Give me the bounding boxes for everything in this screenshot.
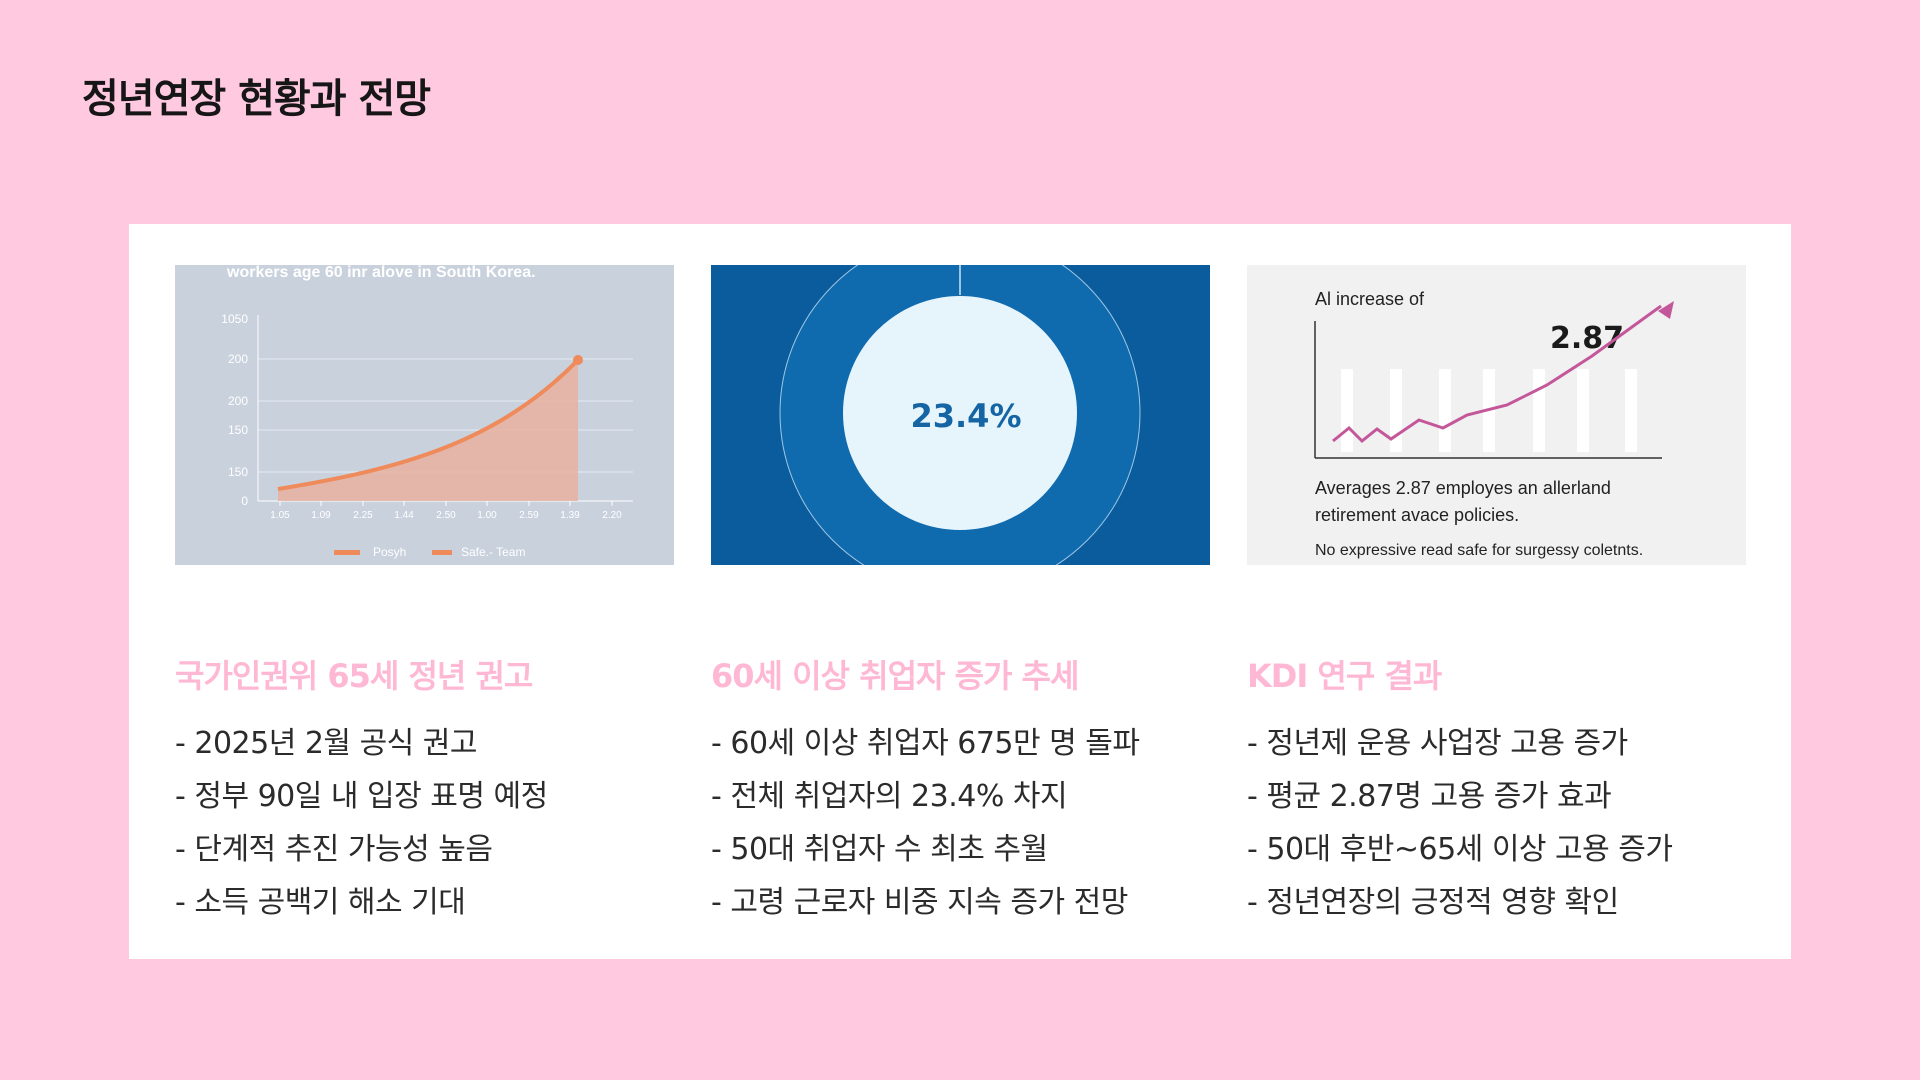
bullet-item: - 정년제 운용 사업장 고용 증가 bbox=[1247, 726, 1628, 761]
y-tick: 150 bbox=[228, 423, 248, 437]
bullet-item: - 단계적 추진 가능성 높음 bbox=[175, 832, 493, 867]
donut-center bbox=[843, 296, 1077, 530]
chart-footnote: No expressive read safe for surgessy col… bbox=[1315, 542, 1643, 559]
bullet-item: - 50대 취업자 수 최초 추월 bbox=[711, 832, 1048, 867]
bullet-item: - 60세 이상 취업자 675만 명 돌파 bbox=[711, 726, 1140, 761]
chart-value: 2.87 bbox=[1550, 321, 1624, 356]
bullet-item: - 50대 후반~65세 이상 고용 증가 bbox=[1247, 832, 1673, 867]
x-tick: 1.09 bbox=[311, 510, 331, 521]
legend-swatch bbox=[432, 550, 452, 555]
trend-line bbox=[1332, 304, 1662, 444]
bullet-list: - 2025년 2월 공식 권고 - 정부 90일 내 입장 표명 예정 - 단… bbox=[175, 717, 674, 929]
x-tick: 1.05 bbox=[270, 510, 290, 521]
bullet-item: - 전체 취업자의 23.4% 차지 bbox=[711, 779, 1068, 814]
line-chart-image: workers age 60 inr alove in South Korea.… bbox=[175, 265, 674, 565]
legend-label: Safe.- Team bbox=[461, 545, 525, 559]
donut-value: 23.4% bbox=[910, 397, 1021, 435]
chart-description: Averages 2.87 employes an allerland bbox=[1315, 478, 1611, 498]
column-employment-trend: 23.4% 60세 이상 취업자 증가 추세 - 60세 이상 취업자 675만… bbox=[711, 265, 1210, 929]
chart-description: retirement avace policies. bbox=[1315, 505, 1519, 525]
legend-label: Posyh bbox=[373, 545, 406, 559]
x-tick: 2.20 bbox=[602, 510, 622, 521]
column-heading: 국가인권위 65세 정년 권고 bbox=[175, 657, 533, 695]
chart-line bbox=[277, 358, 580, 491]
column-kdi-study: Al increase of 2.87 Averages 2.87 employ… bbox=[1247, 265, 1746, 929]
x-tick: 1.00 bbox=[477, 510, 497, 521]
x-tick: 2.59 bbox=[519, 510, 539, 521]
bullet-item: - 고령 근로자 비중 지속 증가 전망 bbox=[711, 885, 1128, 920]
chart-label: Al increase of bbox=[1315, 289, 1425, 309]
content-card: workers age 60 inr alove in South Korea.… bbox=[129, 224, 1791, 959]
x-tick: 2.25 bbox=[353, 510, 373, 521]
y-tick: 200 bbox=[228, 394, 248, 408]
column-recommendation: workers age 60 inr alove in South Korea.… bbox=[175, 265, 674, 929]
trend-chart-image: Al increase of 2.87 Averages 2.87 employ… bbox=[1247, 265, 1746, 565]
chart-area bbox=[278, 360, 578, 501]
x-tick: 2.50 bbox=[436, 510, 456, 521]
bullet-list: - 정년제 운용 사업장 고용 증가 - 평균 2.87명 고용 증가 효과 -… bbox=[1247, 717, 1746, 929]
bullet-item: - 정년연장의 긍정적 영향 확인 bbox=[1247, 885, 1619, 920]
slide-title: 정년연장 현황과 전망 bbox=[82, 76, 431, 122]
donut-image: 23.4% bbox=[711, 265, 1210, 565]
chart-caption: workers age 60 inr alove in South Korea. bbox=[226, 265, 536, 281]
y-tick: 150 bbox=[228, 465, 248, 479]
legend-swatch bbox=[334, 550, 360, 555]
arrow-head-icon bbox=[1658, 301, 1674, 319]
y-tick: 200 bbox=[228, 352, 248, 366]
chart-end-point bbox=[573, 355, 583, 365]
bullet-item: - 정부 90일 내 입장 표명 예정 bbox=[175, 779, 548, 814]
bullet-item: - 2025년 2월 공식 권고 bbox=[175, 726, 478, 761]
x-tick: 1.44 bbox=[394, 510, 414, 521]
y-tick: 1050 bbox=[221, 312, 248, 326]
y-tick: 0 bbox=[241, 494, 248, 508]
column-heading: KDI 연구 결과 bbox=[1247, 657, 1442, 695]
bullet-list: - 60세 이상 취업자 675만 명 돌파 - 전체 취업자의 23.4% 차… bbox=[711, 717, 1210, 929]
column-heading: 60세 이상 취업자 증가 추세 bbox=[711, 657, 1080, 695]
x-tick: 1.39 bbox=[560, 510, 580, 521]
bullet-item: - 소득 공백기 해소 기대 bbox=[175, 885, 466, 920]
bullet-item: - 평균 2.87명 고용 증가 효과 bbox=[1247, 779, 1612, 814]
